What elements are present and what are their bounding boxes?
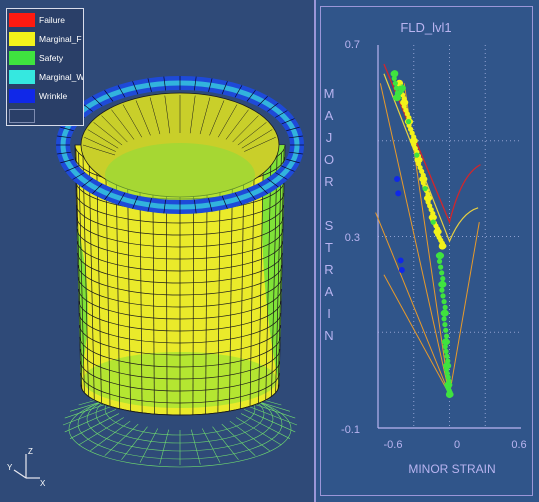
y-axis-label-char: T [325, 240, 333, 255]
triad-x-label: X [40, 479, 46, 488]
legend-swatch [9, 70, 35, 84]
data-point [431, 220, 436, 225]
strain-path-line [450, 222, 480, 394]
data-point [398, 85, 403, 90]
y-axis-label-char: J [326, 130, 333, 145]
data-point [392, 76, 397, 81]
legend-empty-swatch [9, 109, 35, 123]
data-point [444, 349, 449, 354]
data-point [394, 176, 400, 182]
data-point [441, 243, 446, 248]
data-point [444, 333, 449, 338]
data-point [393, 81, 398, 86]
y-tick--0.1: -0.1 [341, 424, 360, 436]
legend-item-marginal-w: Marginal_W [9, 69, 83, 85]
data-point [445, 358, 450, 363]
data-point [441, 316, 446, 321]
legend-label: Wrinkle [39, 89, 83, 103]
model-viewport[interactable]: Failure Marginal_F Safety Marginal_W Wri… [0, 0, 316, 502]
fld-panel: FLD_lvl1 0.7 0.3 -0.1 -0.6 0 0.6 MINOR S… [316, 0, 539, 502]
data-point [406, 119, 411, 124]
data-point [391, 71, 396, 76]
data-point [448, 392, 453, 397]
chart-title: FLD_lvl1 [400, 20, 451, 35]
data-point [436, 253, 441, 258]
x-tick-0.6: 0.6 [511, 439, 526, 451]
triad-y-label: Y [7, 463, 13, 472]
y-axis-label-char: A [325, 108, 334, 123]
y-axis-label-char: A [325, 284, 334, 299]
data-point [440, 276, 445, 281]
legend-swatch [9, 13, 35, 27]
legend-swatch [9, 89, 35, 103]
y-axis-label-char: R [324, 262, 333, 277]
data-point [442, 339, 447, 344]
data-point [443, 305, 448, 310]
y-axis-label-char: S [325, 218, 334, 233]
triad-y-axis [14, 470, 26, 478]
data-point [441, 311, 446, 316]
y-tick-0.3: 0.3 [345, 232, 360, 244]
data-point [443, 328, 448, 333]
data-point [422, 186, 427, 191]
y-axis-label-char: M [324, 86, 335, 101]
data-point [444, 354, 449, 359]
y-tick-0.7: 0.7 [345, 39, 360, 51]
triad-z-label: Z [28, 447, 33, 456]
data-point [398, 257, 404, 263]
axis-triad: Z Y X [6, 440, 46, 490]
data-point [414, 153, 419, 158]
x-tick--0.6: -0.6 [384, 439, 403, 451]
data-point [399, 267, 405, 273]
x-tick-0: 0 [454, 439, 460, 451]
contour-legend: Failure Marginal_F Safety Marginal_W Wri… [6, 8, 84, 126]
y-axis-label-char: O [324, 152, 334, 167]
data-point [439, 288, 444, 293]
y-axis-label-char: R [324, 174, 333, 189]
legend-swatch [9, 32, 35, 46]
legend-label: Marginal_W [39, 70, 83, 84]
legend-swatch [9, 51, 35, 65]
legend-label: Failure [39, 13, 83, 27]
data-point [442, 322, 447, 327]
y-axis-label-char: I [327, 306, 331, 321]
legend-item-wrinkle: Wrinkle [9, 88, 83, 104]
y-axis-label-char: N [324, 328, 333, 343]
legend-label: Safety [39, 51, 83, 65]
data-point [438, 282, 443, 287]
x-axis-label: MINOR STRAIN [408, 462, 495, 476]
data-point [439, 270, 444, 275]
data-point [441, 299, 446, 304]
legend-item-marginal-f: Marginal_F [9, 31, 83, 47]
data-point [438, 265, 443, 270]
fld-chart[interactable]: FLD_lvl1 0.7 0.3 -0.1 -0.6 0 0.6 MINOR S… [316, 0, 539, 502]
strain-path-line [384, 275, 450, 395]
data-point [395, 190, 401, 196]
legend-label: Marginal_F [39, 32, 83, 46]
legend-item-failure: Failure [9, 12, 83, 28]
legend-item-safety: Safety [9, 50, 83, 66]
data-point [437, 259, 442, 264]
data-point [440, 293, 445, 298]
data-point [443, 344, 448, 349]
